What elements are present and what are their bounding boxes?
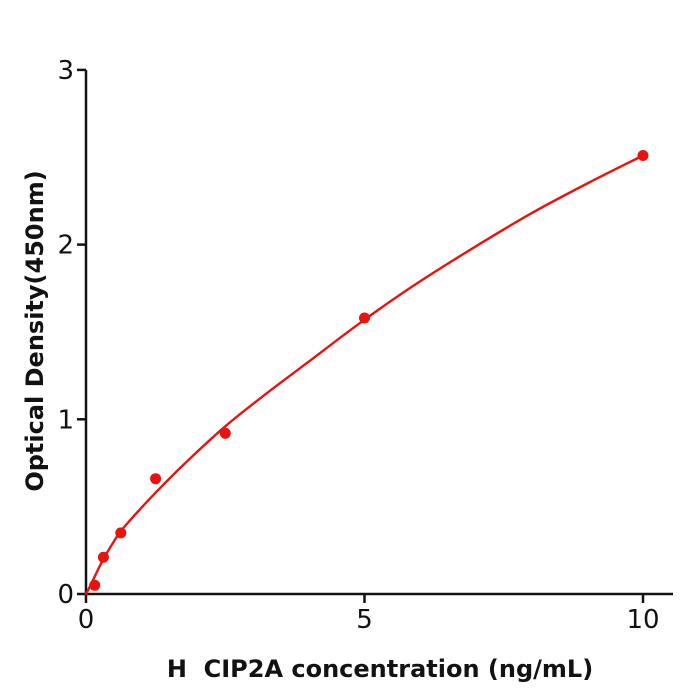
y-axis-title: Optical Density(450nm) <box>21 170 49 491</box>
x-tick-label: 10 <box>626 605 659 635</box>
fit-curve <box>84 154 645 596</box>
axis-spines <box>84 70 673 596</box>
x-axis-title: H CIP2A concentration (ng/mL) <box>167 655 593 683</box>
y-tick-label: 3 <box>57 56 74 86</box>
axes <box>77 68 673 603</box>
data-point <box>219 427 231 439</box>
y-tick-label: 1 <box>57 405 74 435</box>
data-point <box>150 473 162 485</box>
x-tick-label: 0 <box>78 605 95 635</box>
y-tick-label: 2 <box>57 231 74 261</box>
data-series <box>84 150 649 596</box>
y-tick-label: 0 <box>57 580 74 610</box>
x-tick-label: 5 <box>356 605 373 635</box>
tick-labels: 0 1 2 3 0 5 10 <box>57 56 659 635</box>
